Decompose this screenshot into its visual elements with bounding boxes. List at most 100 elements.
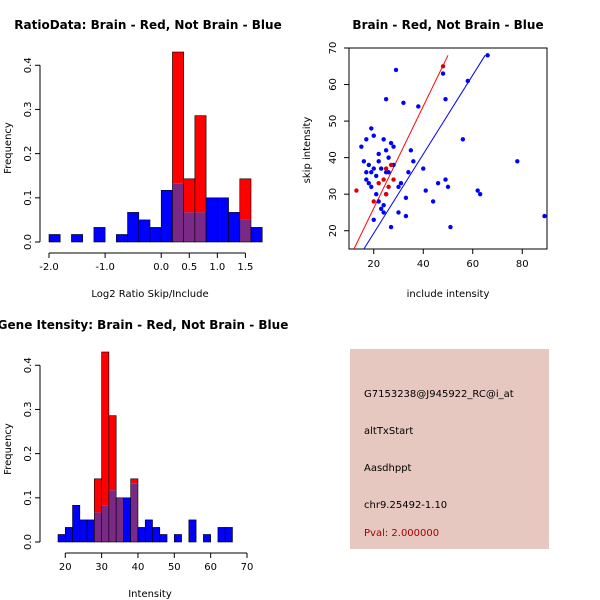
intensity-not-brain-bar bbox=[203, 534, 211, 542]
not-brain-point bbox=[396, 184, 401, 190]
ratio-not-brain-bar bbox=[116, 234, 128, 242]
ratio-x-tick-label: 0.5 bbox=[181, 262, 197, 273]
intensity-not-brain-bar bbox=[79, 519, 88, 542]
scatter-title: Brain - Red, Not Brain - Blue bbox=[352, 18, 543, 32]
ratio-not-brain-bar bbox=[161, 190, 173, 242]
intensity-histogram-axes: 20 30 40 50 60 70 0.0 0.1 0.2 0.3 0.4 bbox=[23, 357, 253, 573]
not-brain-point bbox=[381, 137, 386, 142]
intensity-histogram-title: Gene Itensity: Brain - Red, Not Brain - … bbox=[0, 318, 288, 332]
not-brain-point bbox=[440, 71, 446, 76]
intensity-histogram-ylabel: Frequency bbox=[3, 423, 14, 475]
not-brain-point bbox=[403, 213, 409, 219]
info-box: G7153238@J945922_RC@i_at altTxStart Aasd… bbox=[350, 349, 549, 549]
scatter-panel: Brain - Red, Not Brain - Blue 20 40 60 8020… bbox=[302, 18, 548, 300]
scatter-plot-box bbox=[348, 47, 548, 250]
ratio-bar-outline bbox=[48, 234, 61, 243]
intensity-y-tick-label: 0.3 bbox=[23, 401, 34, 417]
not-brain-point bbox=[475, 188, 480, 193]
intensity-bar-outline bbox=[159, 534, 168, 543]
probe-id: G7153238@J945922_RC@i_at bbox=[364, 389, 514, 400]
intensity-not-brain-bar bbox=[145, 519, 153, 542]
intensity-bar-outline bbox=[203, 534, 211, 543]
not-brain-point bbox=[401, 100, 406, 106]
not-brain-point bbox=[381, 210, 386, 215]
intensity-not-brain-bar bbox=[174, 534, 182, 542]
ratio-bar-outline bbox=[71, 234, 83, 243]
not-brain-point bbox=[430, 199, 436, 204]
ratio-overlap-bar bbox=[239, 219, 251, 242]
fit-line-blue bbox=[363, 55, 486, 249]
not-brain-point bbox=[416, 104, 421, 109]
ratio-bar-outline bbox=[194, 115, 207, 243]
intensity-y-tick-label: 0.4 bbox=[23, 357, 34, 373]
not-brain-point bbox=[383, 96, 389, 102]
event-type: altTxStart bbox=[364, 426, 413, 437]
info-box-background bbox=[350, 349, 549, 549]
scatter-x-tick-label: 40 bbox=[417, 259, 430, 270]
scatter-xlabel: include intensity bbox=[407, 289, 490, 300]
not-brain-point bbox=[542, 213, 547, 219]
not-brain-point bbox=[386, 155, 391, 160]
intensity-bar-outline bbox=[174, 534, 182, 543]
scatter-ylabel: skip intensity bbox=[302, 117, 313, 184]
ratio-brain-bar bbox=[172, 52, 184, 184]
not-brain-point bbox=[408, 148, 414, 153]
not-brain-point bbox=[411, 159, 416, 164]
brain-point bbox=[354, 188, 359, 193]
intensity-overlap-bar bbox=[130, 483, 138, 542]
not-brain-point bbox=[378, 166, 384, 171]
ratio-bar-outline bbox=[93, 227, 106, 243]
ratio-x-tick-label: 1.0 bbox=[209, 262, 225, 273]
intensity-not-brain-bar bbox=[72, 505, 80, 542]
not-brain-point bbox=[374, 173, 379, 179]
intensity-bar-outline bbox=[188, 519, 197, 543]
ratio-brain-bar bbox=[183, 178, 195, 213]
ratio-not-brain-bar bbox=[49, 234, 61, 242]
scatter-axes: 20 40 60 80 20 30 40 50 60 70 bbox=[328, 42, 529, 270]
genomic-location: chr9.25492-1.10 bbox=[364, 500, 447, 511]
not-brain-point bbox=[376, 199, 381, 204]
not-brain-point bbox=[465, 78, 470, 84]
ratio-brain-bar bbox=[239, 178, 251, 220]
ratio-y-tick-label: 0.0 bbox=[23, 234, 34, 250]
not-brain-point bbox=[378, 206, 384, 211]
scatter-y-tick-label: 40 bbox=[328, 151, 339, 164]
intensity-overlap-bar bbox=[94, 512, 102, 542]
not-brain-point bbox=[374, 191, 379, 197]
ratio-not-brain-bar bbox=[93, 227, 106, 242]
not-brain-point bbox=[371, 133, 376, 138]
intensity-not-brain-bar bbox=[58, 534, 66, 542]
not-brain-point bbox=[393, 67, 399, 73]
not-brain-point bbox=[364, 177, 369, 182]
not-brain-point bbox=[364, 170, 369, 175]
scatter-fit-lines bbox=[353, 55, 486, 249]
ratio-y-tick-label: 0.2 bbox=[23, 146, 34, 162]
not-brain-point bbox=[361, 159, 367, 164]
intensity-brain-bar bbox=[108, 415, 117, 491]
not-brain-point bbox=[369, 184, 374, 190]
intensity-brain-bar bbox=[101, 352, 109, 506]
gene-name: Aasdhppt bbox=[364, 463, 412, 474]
brain-point bbox=[391, 177, 396, 182]
scatter-x-tick-label: 80 bbox=[516, 259, 529, 270]
intensity-brain-bar bbox=[130, 478, 138, 484]
scatter-x-tick-label: 20 bbox=[367, 259, 380, 270]
scatter-y-tick-label: 50 bbox=[328, 115, 339, 128]
ratio-not-brain-bar bbox=[150, 227, 162, 242]
not-brain-point bbox=[369, 170, 374, 175]
intensity-overlap-bar bbox=[101, 505, 109, 542]
intensity-not-brain-bar bbox=[225, 527, 233, 542]
ratio-histogram-axes: -2.0 -1.0 0.0 0.5 1.0 1.5 0.0 0.1 0.2 0.3 0.4 bbox=[23, 57, 253, 273]
not-brain-point bbox=[376, 151, 381, 157]
intensity-x-tick-label: 20 bbox=[59, 562, 72, 573]
intensity-not-brain-bar bbox=[137, 527, 146, 542]
not-brain-point bbox=[391, 144, 396, 149]
intensity-brain-bar bbox=[94, 478, 102, 513]
intensity-not-brain-bar bbox=[87, 519, 95, 542]
ratio-x-tick-label: -2.0 bbox=[39, 262, 59, 273]
not-brain-point bbox=[477, 191, 483, 197]
ratio-y-tick-label: 0.3 bbox=[23, 101, 34, 117]
pval-text: Pval: 2.000000 bbox=[364, 528, 439, 539]
intensity-not-brain-bar bbox=[217, 527, 226, 542]
ratio-not-brain-bar bbox=[206, 197, 218, 242]
